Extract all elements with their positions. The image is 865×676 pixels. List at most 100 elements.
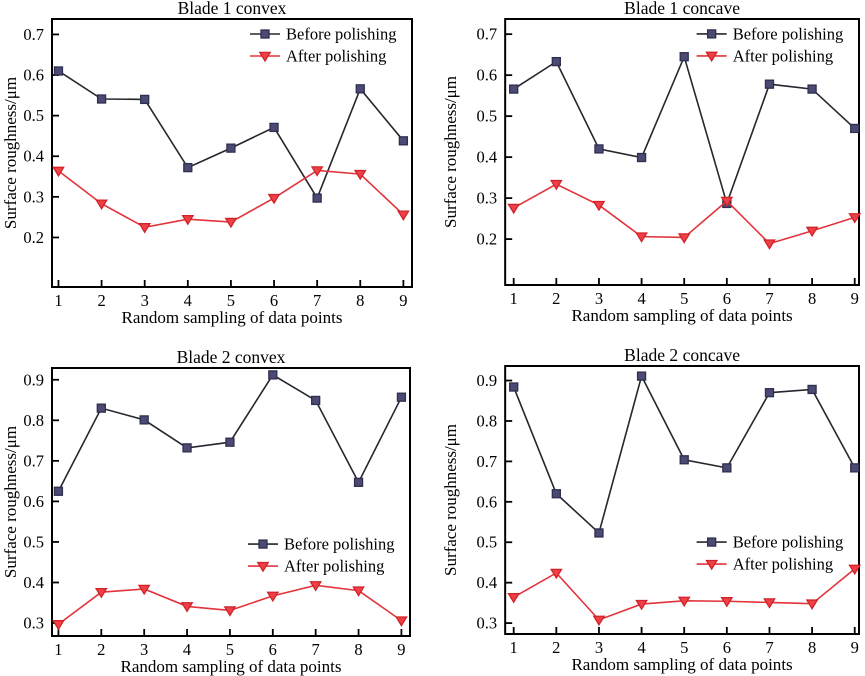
- y-tick-label: 0.5: [477, 107, 498, 126]
- x-tick-label: 2: [97, 291, 105, 310]
- series-line: [513, 568, 856, 621]
- data-point-marker: [636, 371, 647, 381]
- data-point-marker: [183, 162, 193, 173]
- data-point-marker: [507, 203, 521, 215]
- y-tick-label: 0.8: [23, 411, 44, 430]
- data-point-marker: [705, 51, 719, 63]
- data-point-marker: [549, 179, 563, 191]
- data-point-marker: [181, 214, 195, 226]
- y-tick-label: 0.4: [23, 573, 44, 592]
- data-point-marker: [267, 193, 281, 205]
- data-point-marker: [226, 143, 236, 153]
- x-tick-label: 7: [765, 638, 773, 657]
- x-tick-label: 4: [637, 289, 645, 308]
- y-axis-title: Surface roughness/μm: [441, 424, 460, 576]
- x-axis-title: Random sampling of data points: [571, 306, 792, 325]
- y-tick-label: 0.6: [23, 492, 44, 511]
- y-tick-label: 0.5: [23, 532, 44, 551]
- y-tick-label: 0.4: [23, 147, 44, 166]
- data-point-marker: [764, 388, 775, 398]
- chart-title: Blade 2 convex: [177, 347, 286, 367]
- data-point-marker: [95, 199, 108, 211]
- data-point-marker: [722, 463, 732, 473]
- data-point-marker: [848, 213, 862, 224]
- x-tick-label: 2: [552, 289, 560, 308]
- chart-blade-2-concave: 0.3 0.4 0.5 0.6 0.7 0.8 0.9 1 2 3 4 5 6 7 8 9 Blade 2 co…: [432, 338, 865, 676]
- data-point-marker: [807, 384, 817, 395]
- x-tick-label: 5: [680, 289, 688, 308]
- data-point-marker: [720, 597, 734, 608]
- series-line: [57, 373, 403, 492]
- y-tick-label: 0.3: [477, 189, 498, 208]
- data-point-marker: [310, 166, 324, 177]
- data-point-marker: [140, 94, 150, 105]
- data-point-marker: [551, 489, 561, 499]
- x-tick-label: 9: [851, 289, 859, 308]
- data-point-marker: [52, 619, 65, 631]
- legend-label: Before polishing: [284, 535, 394, 554]
- chart-blade-1-convex: 0.2 0.3 0.4 0.5 0.6 0.7 1 2 3 4 5 6 7 8 9 Blade 1 conve…: [0, 0, 432, 338]
- data-point-marker: [398, 136, 409, 146]
- data-point-marker: [312, 193, 322, 203]
- data-point-marker: [848, 564, 862, 576]
- chart-canvas: 0.3 0.4 0.5 0.6 0.7 0.8 0.9 1 2 3 4 5 6 7 8 9 Blade 2 co…: [441, 345, 862, 674]
- x-tick-label: 6: [723, 289, 731, 308]
- data-point-marker: [137, 584, 151, 596]
- data-point-marker: [260, 29, 270, 39]
- data-point-marker: [805, 599, 819, 610]
- chart-blade-1-concave: 0.2 0.3 0.4 0.5 0.6 0.7 1 2 3 4 5 6 7 8 9 Blade 1 conca…: [432, 0, 865, 338]
- data-point-marker: [706, 29, 717, 39]
- x-tick-label: 7: [313, 291, 321, 310]
- data-point-marker: [138, 223, 152, 234]
- legend-label: After polishing: [733, 46, 833, 65]
- y-tick-label: 0.2: [23, 228, 44, 247]
- data-point-marker: [96, 403, 106, 413]
- data-point-marker: [258, 51, 272, 63]
- data-point-marker: [53, 66, 64, 76]
- data-point-marker: [507, 592, 521, 604]
- chart-title: Blade 1 concave: [624, 0, 740, 18]
- legend-label: Before polishing: [733, 24, 844, 43]
- data-point-marker: [182, 443, 192, 453]
- data-point-marker: [353, 169, 367, 181]
- x-tick-label: 5: [226, 640, 234, 659]
- y-axis-title: Surface roughness/μm: [441, 76, 460, 228]
- x-tick-label: 2: [552, 638, 560, 657]
- data-point-marker: [549, 568, 563, 580]
- chart-blade-2-convex: 0.3 0.4 0.5 0.6 0.7 0.8 0.9 1 2 3 4 5 6 7 8 9 Blade 2 co…: [0, 338, 432, 676]
- data-point-marker: [705, 559, 719, 571]
- data-point-marker: [258, 539, 268, 549]
- y-tick-label: 0.3: [23, 614, 44, 633]
- plot-border: [504, 18, 860, 286]
- x-tick-label: 5: [227, 291, 235, 310]
- x-tick-label: 6: [269, 640, 277, 659]
- data-point-marker: [96, 94, 107, 104]
- x-tick-label: 8: [808, 289, 816, 308]
- y-tick-label: 0.4: [477, 148, 498, 167]
- y-tick-label: 0.3: [477, 614, 498, 633]
- data-point-marker: [763, 598, 776, 609]
- data-point-marker: [309, 581, 323, 592]
- data-point-marker: [223, 606, 237, 617]
- x-tick-label: 7: [765, 289, 773, 308]
- x-tick-label: 2: [97, 640, 105, 659]
- data-point-marker: [52, 166, 65, 178]
- x-axis-title: Random sampling of data points: [122, 308, 343, 327]
- data-point-marker: [311, 395, 321, 406]
- data-point-marker: [139, 415, 149, 425]
- y-tick-label: 0.7: [477, 25, 498, 44]
- data-point-marker: [679, 455, 689, 465]
- x-tick-label: 6: [270, 291, 278, 310]
- x-tick-label: 3: [140, 640, 148, 659]
- x-tick-label: 9: [397, 640, 405, 659]
- data-point-marker: [850, 463, 860, 473]
- data-point-marker: [850, 123, 860, 134]
- data-point-marker: [592, 615, 606, 627]
- series-line: [512, 373, 856, 535]
- data-point-marker: [53, 486, 64, 496]
- data-point-marker: [225, 437, 235, 447]
- data-point-marker: [720, 196, 734, 208]
- y-tick-label: 0.7: [477, 452, 498, 471]
- chart-canvas: 0.2 0.3 0.4 0.5 0.6 0.7 1 2 3 4 5 6 7 8 9 Blade 1 conve…: [1, 0, 413, 327]
